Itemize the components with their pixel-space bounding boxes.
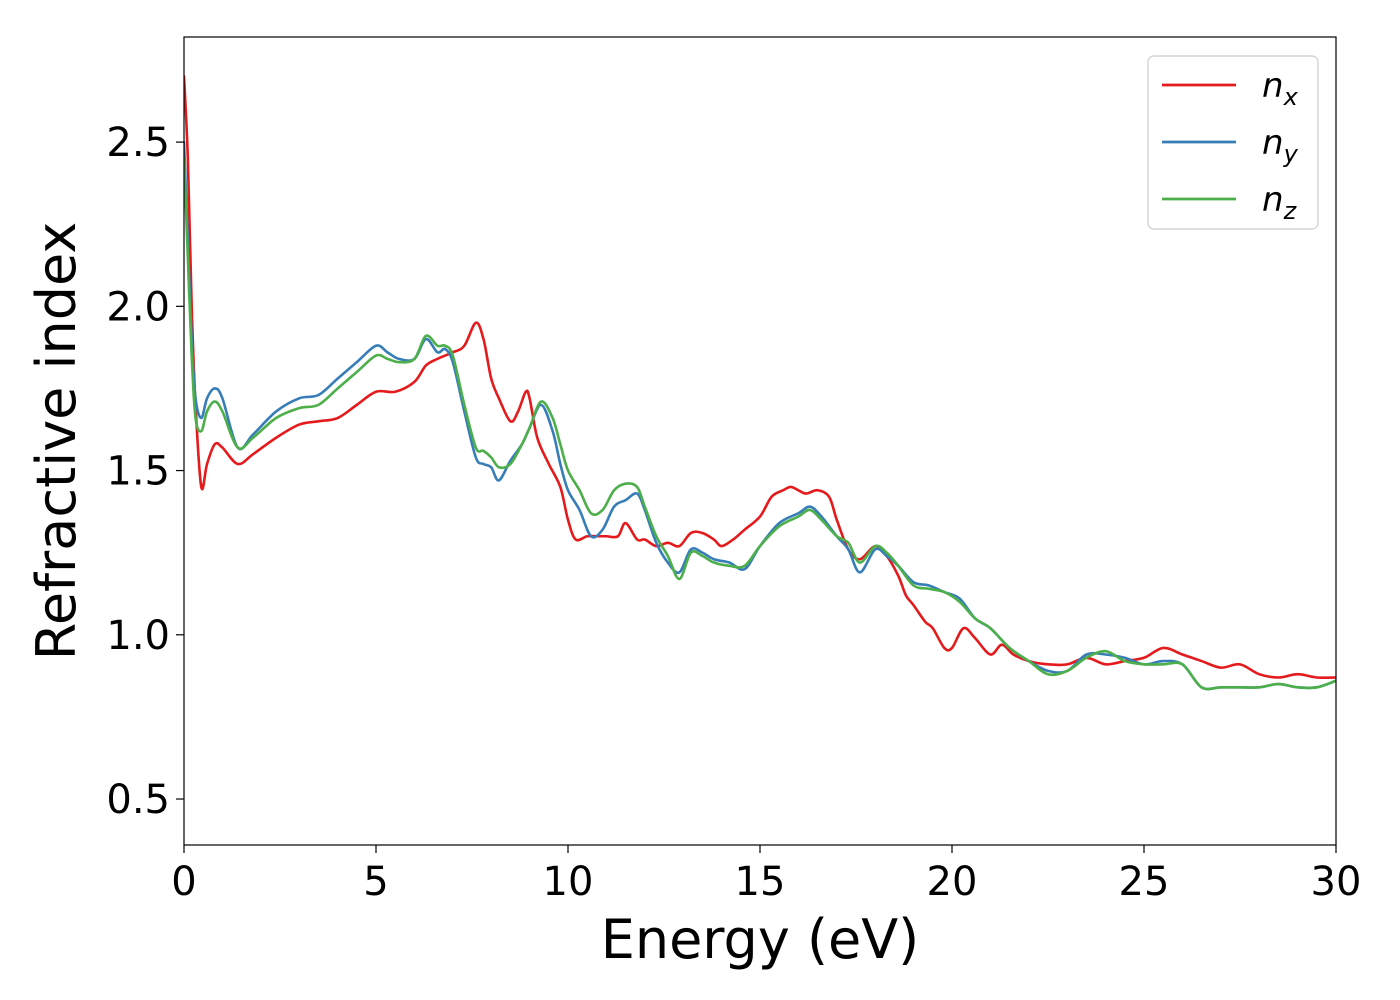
legend-label-base: n [1262, 123, 1284, 163]
x-tick-label: 0 [171, 859, 196, 905]
legend-label-base: n [1262, 66, 1284, 106]
y-tick-label: 0.5 [106, 777, 170, 823]
series-line-nz [184, 157, 1336, 691]
y-tick-label: 1.5 [106, 449, 170, 495]
y-axis: 0.5 1.0 1.5 2.0 2.5 [106, 120, 184, 823]
series-line-nx [184, 75, 1336, 680]
y-axis-label: Refractive index [25, 222, 88, 661]
legend-label-subscript: z [1283, 197, 1298, 225]
series-layer [184, 75, 1336, 691]
y-tick-label: 2.0 [106, 284, 170, 330]
legend-label-nz: nz [1262, 180, 1298, 225]
legend-label-base: n [1262, 180, 1284, 220]
x-tick-label: 20 [927, 859, 978, 905]
x-axis-label: Energy (eV) [601, 908, 920, 971]
x-tick-label: 5 [363, 859, 388, 905]
x-tick-label: 10 [543, 859, 594, 905]
legend-label-nx: nx [1262, 66, 1299, 111]
x-axis: 0 5 10 15 20 25 30 [171, 845, 1361, 905]
y-tick-label: 1.0 [106, 613, 170, 659]
y-tick-label: 2.5 [106, 120, 170, 166]
x-tick-label: 30 [1311, 859, 1362, 905]
legend-label-subscript: y [1283, 140, 1299, 168]
x-tick-label: 25 [1119, 859, 1170, 905]
legend-label-ny: ny [1262, 123, 1299, 168]
legend-label-subscript: x [1283, 83, 1299, 111]
x-tick-label: 15 [735, 859, 786, 905]
